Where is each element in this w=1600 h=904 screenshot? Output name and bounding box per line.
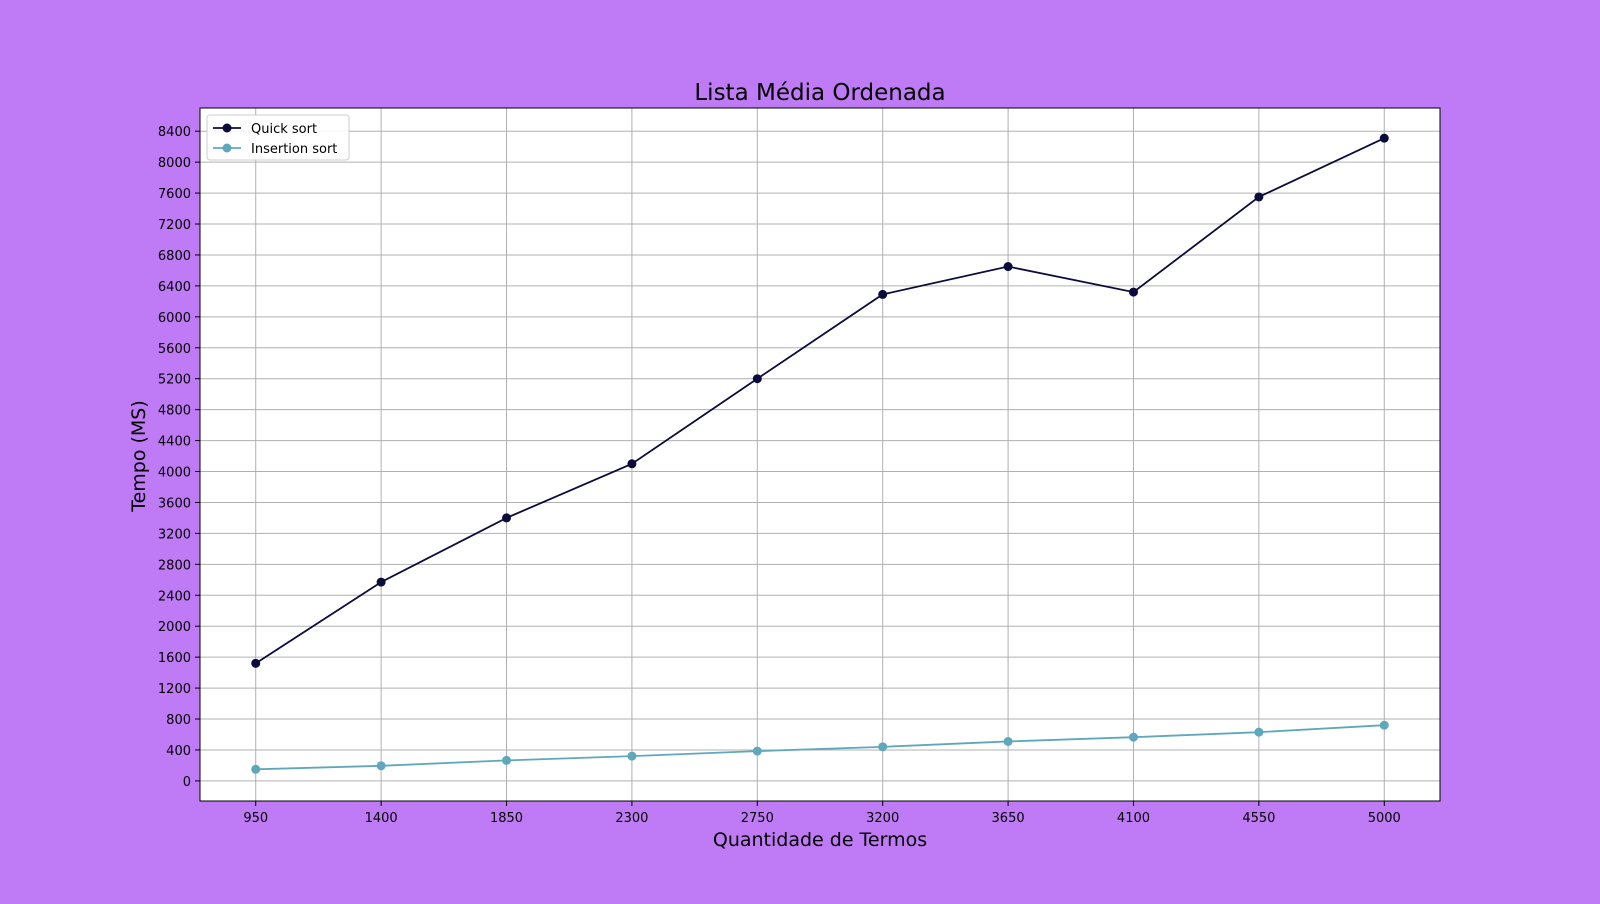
y-tick-label: 8400 [158,125,191,140]
series-line-insertion-sort [255,724,1385,771]
x-tick-label: 950 [243,811,268,826]
legend-swatch-marker-quick-sort [222,123,232,133]
data-point-quick-sort [376,577,386,587]
data-point-quick-sort [502,513,512,523]
y-axis-label: Tempo (MS) [128,400,150,513]
x-tick-label: 3200 [866,811,899,826]
x-tick-label: 5000 [1368,811,1401,826]
y-tick-label: 4400 [158,435,191,450]
x-tick-label: 1850 [490,811,523,826]
y-tick-label: 2000 [158,620,191,635]
y-tick-label: 800 [166,713,191,728]
data-point-insertion-sort [878,742,888,752]
y-tick-label: 4800 [158,404,191,419]
x-tick-label: 2750 [741,811,774,826]
data-point-insertion-sort [1128,732,1138,742]
y-tick-label: 1200 [158,682,191,697]
y-tick-label: 4000 [158,466,191,481]
y-tick-label: 8000 [158,156,191,171]
data-point-quick-sort [878,289,888,299]
data-point-insertion-sort [627,751,637,761]
data-point-insertion-sort [752,746,762,756]
y-tick-label: 7600 [158,187,191,202]
y-tick-label: 2800 [158,558,191,573]
legend-box [206,114,350,161]
data-point-quick-sort [1003,262,1013,272]
data-point-quick-sort [1254,192,1264,202]
data-point-insertion-sort [251,764,261,774]
data-point-quick-sort [627,459,637,469]
axes-layer: 0 400 800 1200 1600 2000 2400 2800 3200 3600 4000 4… [158,125,1401,826]
y-tick-label: 5200 [158,373,191,388]
y-tick-label: 0 [183,775,191,790]
grid-layer [200,108,1440,801]
y-tick-label: 6000 [158,311,191,326]
series-line-quick-sort [255,137,1385,665]
y-tick-label: 3600 [158,496,191,511]
y-tick-label: 5600 [158,342,191,357]
plot-area [200,108,1440,801]
data-point-insertion-sort [1254,727,1264,737]
y-tick-label: 400 [166,744,191,759]
x-tick-label: 4100 [1117,811,1150,826]
y-tick-label: 6400 [158,280,191,295]
legend-label-insertion-sort: Insertion sort [251,142,337,157]
plot-frame [199,107,1441,802]
data-point-insertion-sort [502,755,512,765]
x-tick-label: 1400 [365,811,398,826]
legend-swatch-marker-insertion-sort [222,143,232,153]
data-point-quick-sort [752,374,762,384]
y-tick-label: 6800 [158,249,191,264]
legend-label-quick-sort: Quick sort [251,122,317,137]
x-tick-label: 3650 [992,811,1025,826]
x-tick-label: 2300 [615,811,648,826]
data-point-insertion-sort [1003,736,1013,746]
data-point-insertion-sort [1379,720,1389,730]
x-axis-label: Quantidade de Termos [713,829,927,851]
y-tick-label: 3200 [158,527,191,542]
data-point-quick-sort [1128,287,1138,297]
series-layer [251,133,1389,774]
data-point-insertion-sort [376,761,386,771]
data-point-quick-sort [251,658,261,668]
x-tick-label: 4550 [1242,811,1275,826]
y-tick-label: 1600 [158,651,191,666]
chart-title: Lista Média Ordenada [694,80,945,106]
data-point-quick-sort [1379,133,1389,143]
y-tick-label: 7200 [158,218,191,233]
y-tick-label: 2400 [158,589,191,604]
legend: Quick sort Insertion sort [206,114,350,161]
